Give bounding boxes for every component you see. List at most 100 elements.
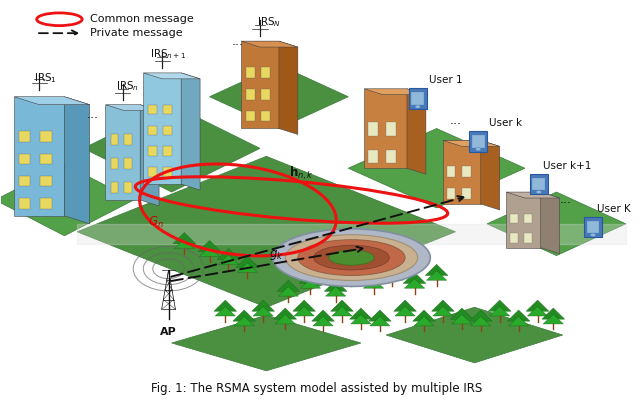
Polygon shape	[172, 315, 361, 371]
Bar	[163, 146, 172, 156]
Polygon shape	[395, 306, 415, 316]
Bar	[19, 154, 31, 164]
Polygon shape	[253, 306, 273, 316]
Polygon shape	[506, 192, 559, 198]
Bar	[463, 166, 471, 177]
Bar	[447, 166, 455, 177]
Bar	[148, 146, 157, 156]
Polygon shape	[65, 97, 90, 224]
Ellipse shape	[285, 235, 418, 280]
Circle shape	[536, 190, 541, 194]
Text: User k+1: User k+1	[543, 161, 591, 171]
Bar	[246, 111, 255, 121]
Polygon shape	[488, 300, 511, 311]
Polygon shape	[140, 105, 159, 206]
Bar	[469, 131, 487, 152]
Text: User 1: User 1	[429, 75, 463, 85]
Bar	[163, 126, 172, 135]
Polygon shape	[217, 248, 240, 260]
Polygon shape	[241, 41, 279, 128]
Bar	[261, 89, 270, 100]
Polygon shape	[506, 192, 541, 248]
Bar	[412, 92, 424, 105]
Bar	[124, 158, 132, 169]
Circle shape	[476, 148, 481, 151]
Bar	[368, 122, 378, 136]
Bar	[40, 176, 52, 186]
Polygon shape	[541, 192, 559, 254]
Polygon shape	[490, 306, 510, 316]
Bar	[19, 198, 31, 209]
Polygon shape	[433, 306, 453, 316]
Bar	[40, 131, 52, 142]
Bar	[40, 198, 52, 209]
Polygon shape	[83, 105, 260, 192]
Text: User K: User K	[598, 204, 631, 214]
Polygon shape	[324, 280, 347, 291]
Polygon shape	[278, 286, 298, 296]
Text: ...: ...	[449, 114, 461, 127]
Bar	[530, 174, 548, 194]
Circle shape	[591, 233, 596, 236]
Ellipse shape	[298, 240, 405, 276]
Bar	[111, 158, 118, 169]
Polygon shape	[425, 264, 448, 276]
Bar	[163, 167, 172, 177]
Polygon shape	[526, 300, 549, 311]
Polygon shape	[143, 73, 181, 184]
Polygon shape	[487, 192, 626, 256]
Bar	[19, 131, 31, 142]
Polygon shape	[431, 300, 454, 311]
Polygon shape	[294, 306, 314, 316]
Polygon shape	[340, 264, 363, 276]
Polygon shape	[214, 300, 237, 311]
Bar	[368, 150, 378, 164]
Polygon shape	[200, 247, 220, 256]
Bar	[532, 178, 545, 190]
Polygon shape	[470, 316, 491, 326]
Polygon shape	[299, 272, 322, 284]
Bar	[524, 233, 532, 243]
Polygon shape	[426, 271, 447, 280]
Bar	[261, 68, 270, 78]
Bar	[163, 105, 172, 114]
Polygon shape	[174, 239, 195, 248]
Polygon shape	[292, 300, 316, 311]
Polygon shape	[381, 264, 404, 276]
Polygon shape	[332, 306, 352, 316]
Bar	[40, 154, 52, 164]
Polygon shape	[404, 279, 424, 288]
Polygon shape	[106, 105, 159, 111]
Text: ...: ...	[560, 194, 572, 206]
Polygon shape	[218, 255, 239, 264]
Polygon shape	[236, 256, 259, 268]
Polygon shape	[77, 156, 456, 307]
Polygon shape	[313, 316, 333, 326]
Polygon shape	[14, 97, 90, 105]
Bar	[524, 214, 532, 224]
Text: ...: ...	[232, 35, 244, 48]
Text: $g_k$: $g_k$	[269, 248, 283, 262]
Polygon shape	[394, 300, 417, 311]
Text: User k: User k	[489, 118, 522, 128]
Bar	[472, 135, 484, 148]
Polygon shape	[326, 286, 346, 296]
Polygon shape	[452, 314, 472, 324]
Bar	[124, 134, 132, 145]
Polygon shape	[542, 308, 564, 319]
Polygon shape	[443, 140, 500, 146]
Polygon shape	[443, 140, 481, 204]
Bar	[386, 122, 396, 136]
Bar	[111, 182, 118, 193]
Bar	[409, 88, 426, 109]
Polygon shape	[351, 314, 371, 324]
Text: IRS$_n$: IRS$_n$	[116, 79, 139, 93]
Polygon shape	[233, 310, 255, 321]
Text: Private message: Private message	[90, 28, 182, 38]
Text: Common message: Common message	[90, 14, 193, 24]
Bar	[19, 176, 31, 186]
Polygon shape	[364, 89, 426, 95]
Polygon shape	[403, 272, 426, 284]
Bar	[148, 105, 157, 114]
Polygon shape	[543, 314, 563, 324]
